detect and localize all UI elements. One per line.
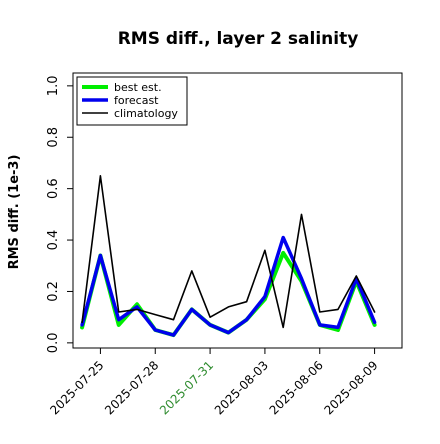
y-tick-label: 0.2 xyxy=(46,281,61,302)
series-line-forecast xyxy=(80,235,377,337)
y-axis: 0.0 0.2 0.4 0.6 0.8 1.0 xyxy=(46,76,73,354)
y-tick-label: 1.0 xyxy=(46,76,61,97)
x-axis: 2025-07-252025-07-282025-07-312025-08-03… xyxy=(47,348,381,417)
y-tick-label: 0.0 xyxy=(46,333,61,354)
series-line-climatology xyxy=(81,175,376,329)
y-tick-label: 0.4 xyxy=(46,230,61,251)
y-tick-label: 0.8 xyxy=(46,127,61,148)
legend-label: forecast xyxy=(114,94,159,107)
x-tick-label: 2025-07-31 xyxy=(157,358,216,417)
x-tick-label: 2025-07-25 xyxy=(47,358,106,417)
legend-label: best est. xyxy=(114,81,162,94)
x-tick-label: 2025-08-06 xyxy=(267,358,326,417)
series-line-best-est xyxy=(80,250,377,338)
series-layer xyxy=(80,175,377,338)
x-tick-label: 2025-08-03 xyxy=(212,358,271,417)
x-tick-label: 2025-08-09 xyxy=(321,358,380,417)
chart-title: RMS diff., layer 2 salinity xyxy=(118,29,359,49)
x-tick-label: 2025-07-28 xyxy=(102,358,161,417)
y-tick-label: 0.6 xyxy=(46,178,61,199)
legend-label: climatology xyxy=(114,107,178,120)
plot-frame xyxy=(72,72,403,349)
y-axis-label: RMS diff. (1e-3) xyxy=(7,155,22,270)
